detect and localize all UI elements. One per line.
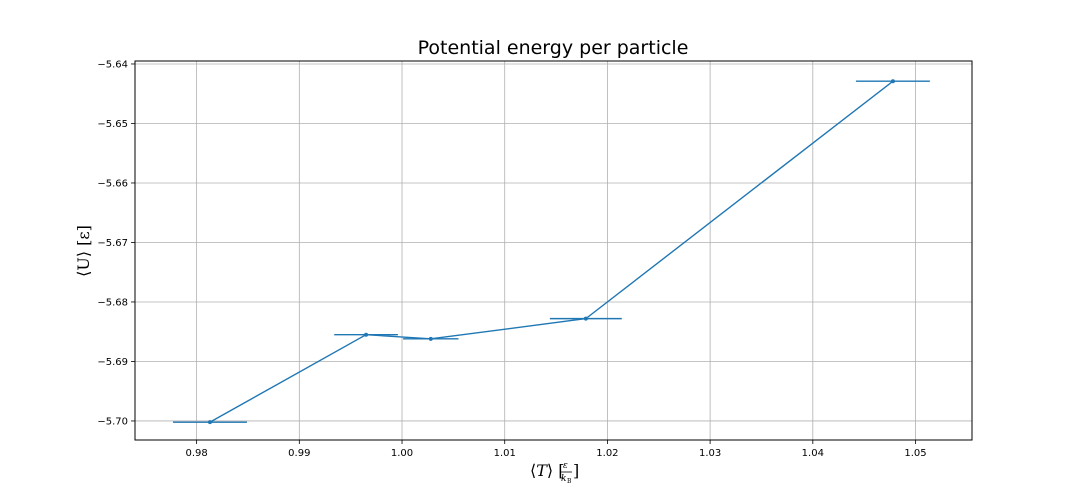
y-tick-label: −5.68 — [97, 297, 128, 308]
y-tick-label: −5.67 — [97, 238, 128, 249]
svg-text:ε: ε — [563, 461, 568, 471]
x-tick-label: 1.05 — [904, 448, 926, 459]
data-point — [428, 336, 433, 341]
x-tick-label: 0.99 — [288, 448, 310, 459]
x-tick-label: 1.03 — [699, 448, 721, 459]
series — [172, 79, 930, 425]
data-point — [890, 79, 895, 84]
x-tick-label: 1.00 — [391, 448, 413, 459]
y-axis-ticks: −5.70 −5.69 −5.68 −5.67 −5.66 −5.65 −5.64 — [97, 59, 135, 427]
y-tick-label: −5.66 — [97, 178, 128, 189]
chart-title: Potential energy per particle — [418, 37, 689, 59]
grid — [135, 61, 972, 440]
x-tick-label: 1.02 — [596, 448, 618, 459]
series-line — [209, 80, 894, 423]
x-tick-label: 1.01 — [494, 448, 516, 459]
svg-text:k: k — [561, 474, 566, 484]
svg-text:⟨T⟩ [: ⟨T⟩ [ — [530, 461, 565, 480]
y-tick-label: −5.69 — [97, 357, 128, 368]
x-axis-label: ⟨T⟩ [ ε k B ] — [530, 461, 579, 485]
y-tick-label: −5.70 — [97, 416, 128, 427]
data-point — [583, 316, 588, 321]
svg-text:B: B — [567, 478, 572, 485]
data-point — [207, 420, 212, 425]
plot-frame — [134, 60, 973, 441]
x-axis-ticks: 0.98 0.99 1.00 1.01 1.02 1.03 1.04 1.05 — [185, 440, 927, 459]
x-tick-label: 0.98 — [185, 448, 207, 459]
x-tick-label: 1.04 — [802, 448, 824, 459]
y-tick-label: −5.64 — [97, 59, 128, 70]
data-point — [364, 332, 369, 337]
svg-text:]: ] — [573, 461, 579, 480]
y-tick-label: −5.65 — [97, 119, 128, 130]
y-axis-label: ⟨U⟩ [ε] — [74, 225, 93, 277]
